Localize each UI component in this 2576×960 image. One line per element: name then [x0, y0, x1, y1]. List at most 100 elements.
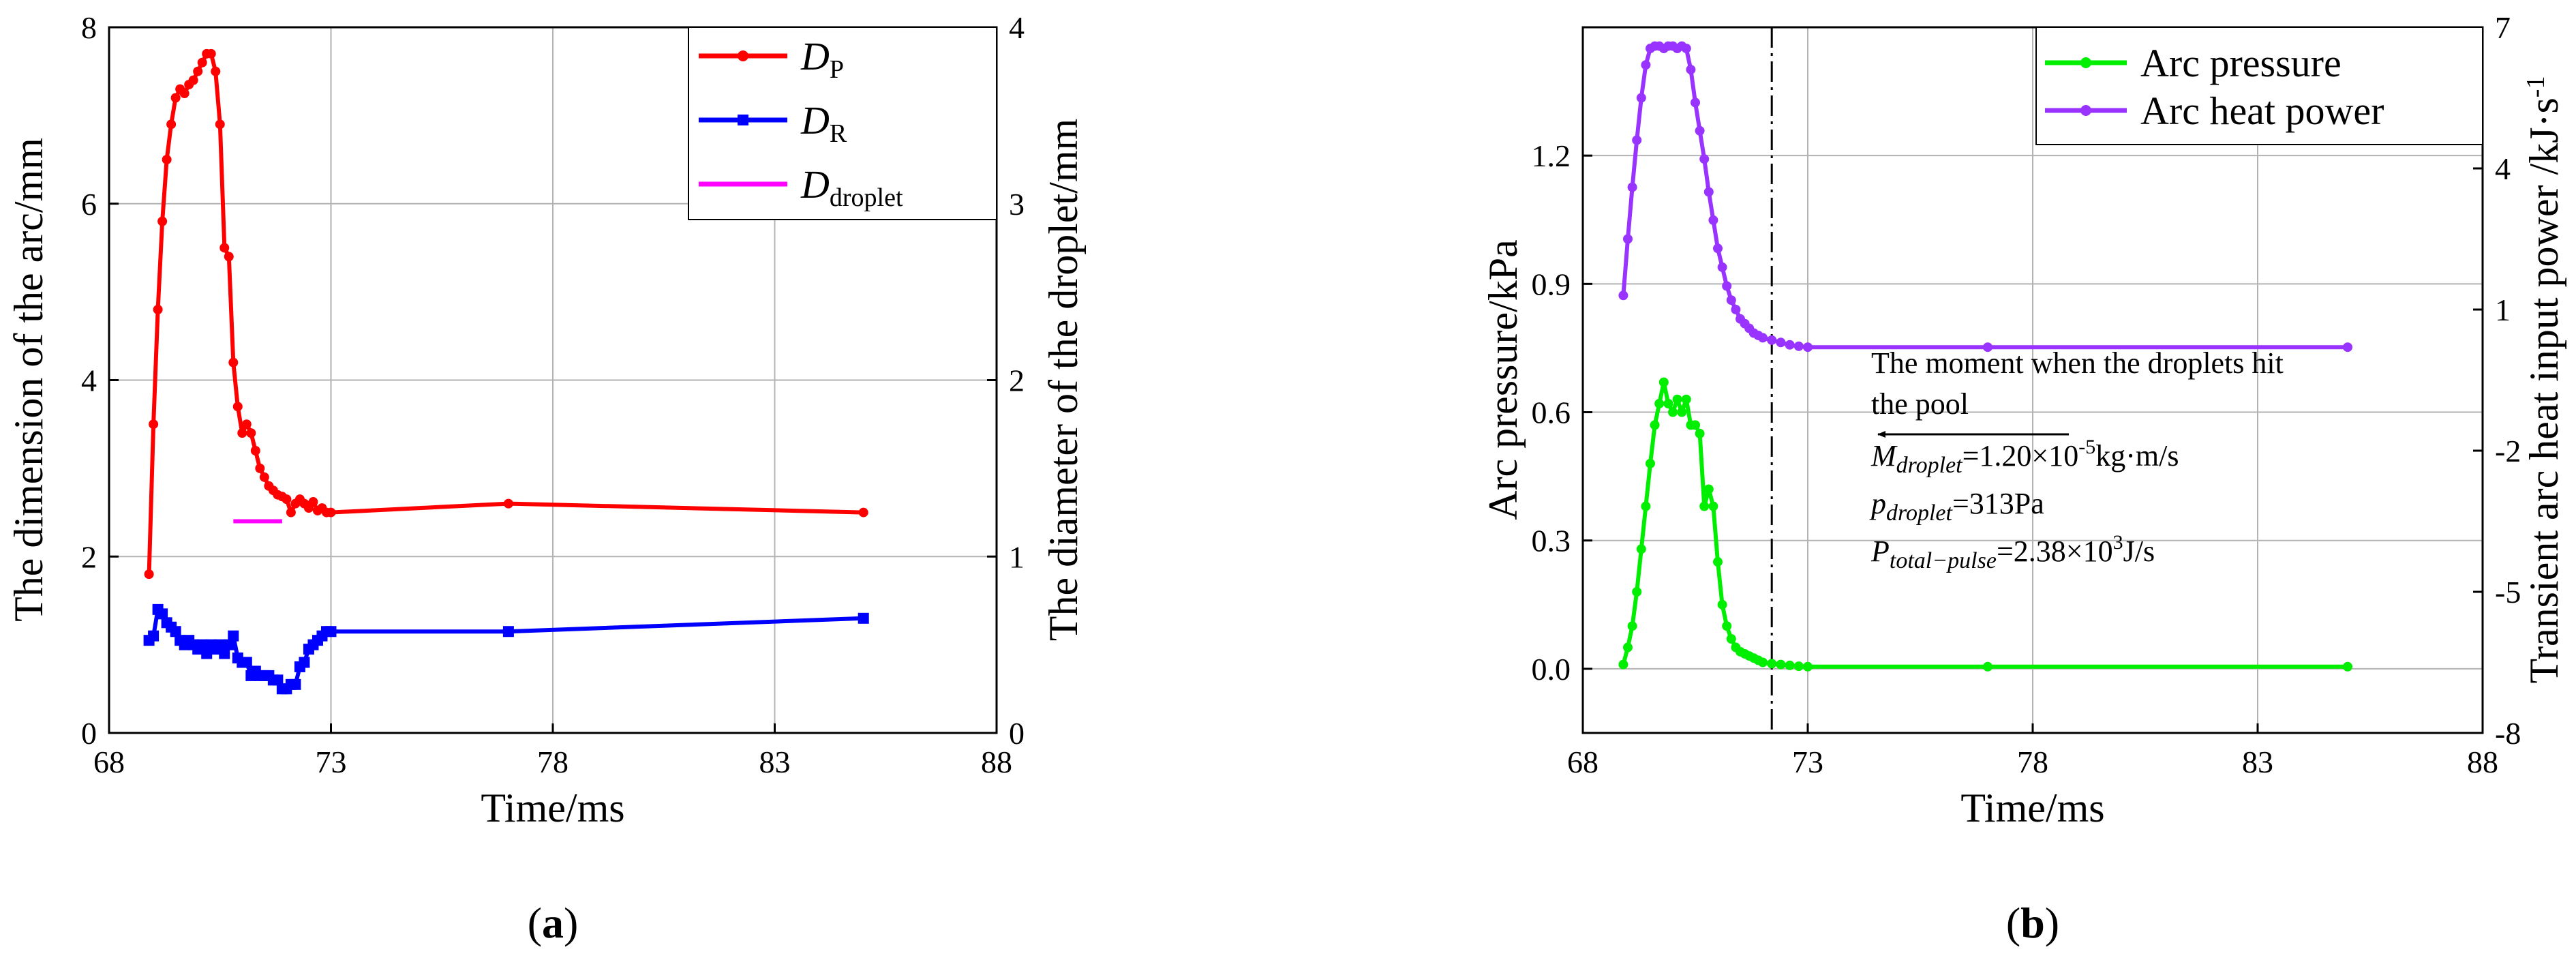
series-arc-pressure-point: [1803, 661, 1813, 672]
panel-b-x-tick-label: 78: [2017, 745, 2048, 779]
series-arc-pressure-point: [1793, 661, 1804, 672]
series-dr-point: [223, 639, 234, 650]
annotation-total-power: Ptotal−pulse=2.38×103J/s: [1870, 531, 2155, 573]
panel-a-right-tick-label: 0: [1009, 716, 1025, 751]
legend-ddroplet-label: Ddroplet: [800, 162, 903, 212]
series-dp-point: [206, 48, 216, 59]
panel-b-label: (b): [2006, 899, 2059, 947]
series-arc-heat-power-point: [1636, 93, 1646, 103]
series-arc-pressure-point: [1708, 501, 1718, 511]
panel-a-x-axis-label: Time/ms: [481, 785, 624, 830]
panel-b-left-tick-label: 0.6: [1532, 395, 1571, 430]
series-arc-heat-power-point: [1703, 187, 1714, 197]
series-arc-pressure-point: [1983, 661, 1992, 672]
panel-b-ticks: 68 73 78 83 88 0.0 0.3 0.6 0.9 1.2 -8 -5 -2 1 4 7: [1532, 10, 2521, 779]
annotation-text-line2: the pool: [1871, 387, 1969, 421]
annotation-momentum: Mdroplet=1.20×10-5kg·m/s: [1870, 436, 2179, 478]
series-arc-pressure-point: [1618, 659, 1628, 670]
series-arc-pressure-point: [1691, 420, 1700, 430]
panel-b-x-tick-label: 88: [2467, 745, 2498, 779]
series-dr-point: [299, 657, 310, 668]
series-dp-point: [166, 119, 177, 130]
panel-b-left-tick-label: 0.9: [1532, 267, 1571, 301]
panel-b-x-axis-label: Time/ms: [1960, 785, 2104, 830]
series-dp-point: [149, 419, 159, 430]
series-arc-pressure-point: [2343, 661, 2352, 672]
series-arc-pressure-point: [1699, 501, 1710, 511]
legend-arc-heat-marker: [2080, 105, 2091, 116]
panel-a-left-tick-label: 2: [81, 539, 97, 574]
series-arc-heat-power-point: [1699, 154, 1710, 164]
series-arc-pressure-point: [1776, 659, 1786, 670]
series-arc-heat-power-point: [1632, 135, 1642, 145]
panel-b-left-axis-label: Arc pressure/kPa: [1481, 239, 1526, 520]
panel-a-right-tick-label: 1: [1009, 539, 1025, 574]
series-dp-point: [211, 66, 221, 76]
series-arc-pressure-point: [1758, 657, 1768, 668]
series-dp-point: [255, 463, 265, 473]
series-dp-point: [224, 252, 234, 262]
panel-a-label: (a): [528, 899, 579, 947]
series-arc-pressure-point: [1713, 557, 1723, 567]
series-arc-heat-power-point: [1618, 290, 1628, 301]
series-arc-heat-power-point: [1686, 65, 1696, 75]
series-arc-pressure-point: [1632, 587, 1642, 597]
series-arc-pressure-line: [1621, 380, 2348, 669]
series-dp-point: [219, 243, 230, 253]
panel-b-left-tick-label: 0.3: [1532, 524, 1571, 558]
series-dp-point: [144, 569, 154, 580]
series-dp-point: [162, 155, 172, 165]
panel-b-annotation: The moment when the droplets hit the poo…: [1869, 346, 2284, 573]
series-arc-heat-power-point: [1641, 60, 1651, 70]
series-arc-heat-power-point: [1731, 305, 1741, 314]
series-dr-point: [502, 626, 514, 638]
legend-arc-pressure-marker: [2080, 57, 2091, 68]
panel-b-series: [1618, 41, 2352, 672]
series-arc-pressure-point: [1681, 394, 1691, 404]
series-arc-heat-power-point: [1726, 295, 1736, 305]
panel-b-right-tick-label: 1: [2495, 292, 2511, 327]
series-arc-pressure-point: [1677, 407, 1687, 417]
series-dr-point: [157, 608, 168, 620]
series-dr-point: [170, 626, 181, 638]
series-dp-point: [250, 446, 260, 455]
panel-b-right-tick-label: 7: [2495, 10, 2511, 45]
series-arc-heat-power-point: [1722, 281, 1732, 291]
panel-a-left-axis-label: The dimension of the arc/mm: [6, 138, 51, 622]
series-dp-point: [259, 472, 269, 482]
panel-a-series: [143, 48, 869, 695]
series-dr-point: [325, 626, 337, 638]
series-arc-pressure-point: [1650, 420, 1660, 430]
series-dp-point: [197, 57, 207, 68]
series-dr-point: [214, 639, 226, 650]
panel-a-x-tick-label: 83: [759, 745, 791, 779]
panel-a-x-tick-label: 68: [93, 745, 125, 779]
legend-dr-marker: [738, 115, 748, 125]
series-arc-pressure-point: [1646, 458, 1655, 468]
panel-a-legend: DP DR Ddroplet: [688, 27, 997, 220]
series-arc-heat-power-point: [1627, 182, 1637, 192]
series-arc-heat-power-point: [1717, 262, 1727, 272]
series-dp-point: [246, 428, 256, 438]
series-dp-point: [282, 494, 292, 505]
panel-a-right-tick-label: 4: [1009, 10, 1025, 45]
series-dp-point: [153, 305, 163, 314]
series-arc-heat-power-point: [1708, 215, 1718, 225]
legend-dp-label: DP: [800, 34, 844, 84]
series-dp-point: [308, 497, 318, 507]
series-arc-pressure-point: [1695, 428, 1705, 438]
series-dp-point: [326, 507, 336, 518]
panel-b-x-tick-label: 83: [2242, 745, 2273, 779]
panel-b-right-tick-label: 4: [2495, 151, 2511, 186]
legend-dp-marker: [738, 50, 748, 61]
series-arc-heat-power-point: [1776, 338, 1786, 348]
series-dr-point: [858, 612, 869, 624]
series-arc-pressure-point: [1717, 599, 1727, 610]
series-arc-heat-power-point: [1767, 335, 1777, 345]
series-arc-heat-power-point: [1623, 234, 1633, 244]
panel-a-right-tick-label: 3: [1009, 187, 1025, 222]
series-arc-pressure-point: [1636, 544, 1646, 554]
series-dp-point: [232, 402, 243, 412]
series-dp-point: [503, 498, 513, 509]
